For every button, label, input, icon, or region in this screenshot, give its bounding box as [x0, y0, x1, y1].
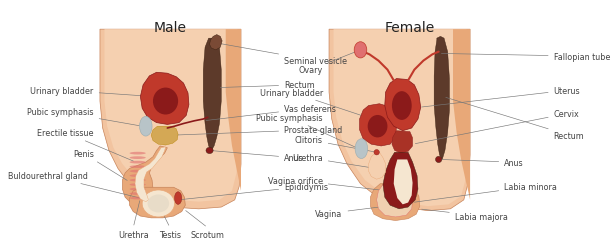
- Text: Testis: Testis: [159, 230, 181, 239]
- Text: Clitoris: Clitoris: [295, 136, 374, 152]
- Text: Urinary bladder: Urinary bladder: [31, 86, 151, 97]
- Text: Uterus: Uterus: [422, 86, 580, 108]
- Ellipse shape: [130, 170, 146, 173]
- Ellipse shape: [130, 161, 146, 164]
- Text: Urethra: Urethra: [292, 153, 373, 168]
- Polygon shape: [226, 30, 241, 191]
- Ellipse shape: [130, 175, 146, 177]
- Ellipse shape: [130, 183, 146, 186]
- Polygon shape: [383, 153, 418, 209]
- Ellipse shape: [436, 157, 442, 163]
- Polygon shape: [334, 30, 466, 206]
- Polygon shape: [130, 187, 185, 218]
- Polygon shape: [122, 146, 167, 205]
- Ellipse shape: [130, 152, 146, 155]
- Polygon shape: [368, 153, 386, 179]
- Text: Urinary bladder: Urinary bladder: [259, 88, 364, 117]
- Ellipse shape: [142, 190, 174, 217]
- Text: Anus: Anus: [212, 151, 304, 163]
- Text: Vagina: Vagina: [315, 205, 398, 218]
- Ellipse shape: [374, 150, 379, 155]
- Polygon shape: [370, 184, 420, 221]
- Text: Vas deferens: Vas deferens: [206, 104, 336, 121]
- Text: Urethra: Urethra: [118, 230, 149, 239]
- Polygon shape: [100, 30, 241, 209]
- Ellipse shape: [147, 195, 169, 213]
- Polygon shape: [453, 30, 470, 200]
- Polygon shape: [135, 147, 165, 202]
- Text: Anus: Anus: [442, 158, 524, 167]
- Text: Rectum: Rectum: [220, 81, 315, 90]
- Polygon shape: [203, 39, 222, 151]
- Text: Penis: Penis: [73, 149, 127, 181]
- Text: Female: Female: [385, 21, 435, 35]
- Ellipse shape: [130, 166, 146, 168]
- Ellipse shape: [174, 192, 182, 205]
- Polygon shape: [385, 79, 420, 131]
- Polygon shape: [434, 37, 449, 160]
- Text: Pubic symphasis: Pubic symphasis: [27, 108, 140, 126]
- Polygon shape: [329, 30, 470, 211]
- Text: Cervix: Cervix: [416, 110, 580, 144]
- Text: Male: Male: [154, 21, 187, 35]
- Text: Buldourethral gland: Buldourethral gland: [9, 171, 145, 199]
- Text: Rectum: Rectum: [446, 98, 584, 140]
- Text: Labia majora: Labia majora: [422, 209, 508, 221]
- Ellipse shape: [355, 139, 368, 159]
- Ellipse shape: [130, 157, 146, 159]
- Polygon shape: [376, 185, 412, 217]
- Ellipse shape: [354, 43, 367, 59]
- Ellipse shape: [206, 148, 213, 154]
- Text: Erectile tissue: Erectile tissue: [37, 129, 133, 162]
- Polygon shape: [151, 127, 178, 145]
- Ellipse shape: [368, 115, 387, 138]
- Text: Seminal vesicle: Seminal vesicle: [218, 44, 347, 66]
- Text: Prostate gland: Prostate gland: [174, 126, 342, 136]
- Polygon shape: [105, 30, 237, 202]
- Polygon shape: [394, 160, 412, 205]
- Ellipse shape: [392, 92, 412, 120]
- Text: Pubic symphasis: Pubic symphasis: [256, 113, 356, 148]
- Ellipse shape: [130, 197, 146, 200]
- Text: Labia minora: Labia minora: [414, 182, 557, 202]
- Ellipse shape: [130, 193, 146, 195]
- Polygon shape: [209, 36, 222, 51]
- Polygon shape: [360, 104, 397, 146]
- Text: Vagina orifice: Vagina orifice: [268, 176, 385, 191]
- Ellipse shape: [130, 188, 146, 191]
- Ellipse shape: [153, 88, 178, 115]
- Polygon shape: [392, 131, 412, 153]
- Polygon shape: [140, 73, 189, 125]
- Text: Epididymis: Epididymis: [181, 182, 328, 200]
- Ellipse shape: [130, 179, 146, 182]
- Text: Scrotum: Scrotum: [191, 230, 225, 239]
- Text: Fallopian tube: Fallopian tube: [441, 52, 610, 61]
- Ellipse shape: [140, 117, 152, 137]
- Text: Ovary: Ovary: [299, 52, 358, 75]
